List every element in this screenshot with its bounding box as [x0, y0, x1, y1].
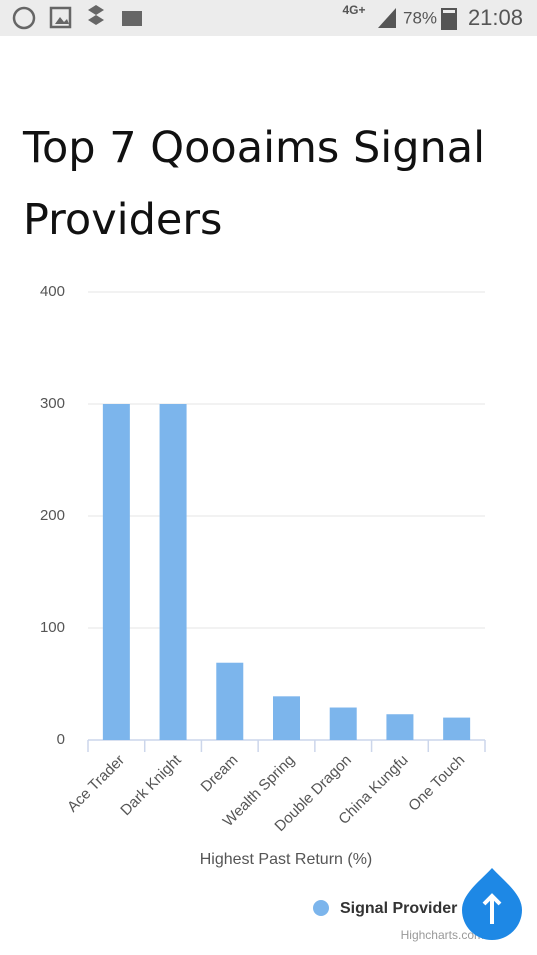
x-tick-label: Wealth Spring: [220, 752, 298, 830]
signal-icon: [378, 8, 396, 28]
status-bar: 4G+ 78% 21:08: [0, 0, 537, 36]
x-axis-title: Highest Past Return (%): [200, 851, 373, 868]
bar: [329, 707, 357, 740]
network-label: 4G+: [342, 3, 365, 17]
y-tick-label: 400: [40, 283, 65, 300]
clock: 21:08: [468, 5, 523, 30]
legend-label: Signal Provider: [340, 900, 457, 917]
bar: [386, 714, 414, 740]
bar: [159, 404, 187, 740]
x-tick-label: Dark Knight: [117, 751, 185, 819]
battery-icon: [441, 8, 457, 30]
x-tick-label: Double Dragon: [271, 752, 354, 835]
x-tick-label: One Touch: [405, 752, 468, 815]
arrow-icon: [482, 893, 502, 924]
dropbox-icon: [88, 5, 104, 25]
x-tick-label: China Kungfu: [335, 752, 411, 828]
status-icons: 4G+ 78% 21:08: [12, 3, 523, 30]
legend-symbol: [313, 900, 329, 916]
chart-title: Top 7 Qooaims Signal Providers: [23, 123, 486, 245]
y-tick-label: 200: [40, 507, 65, 524]
bar: [273, 696, 300, 740]
whatsapp-icon: [12, 6, 36, 30]
x-tick-label: Ace Trader: [64, 752, 128, 816]
bar: [443, 717, 471, 740]
y-tick-label: 300: [40, 395, 65, 412]
x-tick-label: Dream: [198, 752, 242, 796]
tv-icon: [122, 11, 142, 26]
battery-label: 78%: [403, 8, 437, 27]
battery-level: [443, 13, 455, 28]
bar: [216, 662, 244, 740]
gallery-mark: [55, 17, 69, 24]
bar: [102, 404, 130, 740]
gallery-icon: [49, 6, 72, 29]
scroll-top-button[interactable]: [457, 866, 527, 946]
y-tick-label: 0: [57, 731, 65, 748]
y-tick-label: 100: [40, 619, 65, 636]
